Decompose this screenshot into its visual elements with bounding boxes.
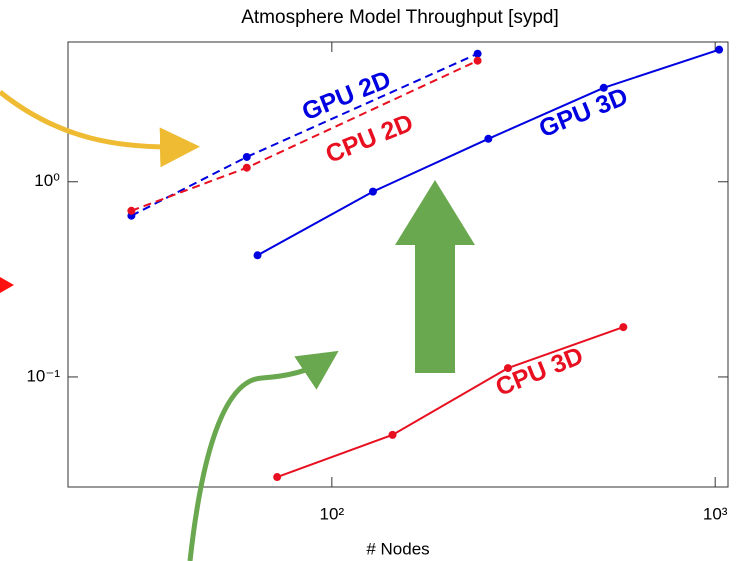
x-axis-label: # Nodes [366, 539, 429, 558]
series-label: CPU 3D [492, 342, 588, 402]
point [127, 206, 136, 215]
point [473, 49, 482, 58]
point [388, 430, 397, 439]
point [484, 134, 493, 143]
point [619, 323, 628, 332]
arrow [187, 350, 339, 561]
point [273, 473, 282, 482]
plot-frame [67, 41, 729, 488]
y-tick-label: 10⁻¹ [26, 366, 60, 385]
y-tick-label: 10⁰ [34, 171, 60, 190]
point [368, 187, 377, 196]
point [599, 83, 608, 92]
line [276, 326, 624, 478]
arrow [395, 180, 475, 373]
point [503, 364, 512, 373]
point [473, 56, 482, 65]
point [715, 45, 724, 54]
point [242, 163, 251, 172]
chart-title: Atmosphere Model Throughput [sypd] [241, 7, 559, 28]
x-tick-label: 10² [320, 504, 345, 523]
series-label: GPU 2D [298, 65, 395, 126]
arrow [0, 90, 200, 168]
point [253, 251, 262, 260]
series-label: GPU 3D [535, 82, 632, 143]
x-tick-label: 10³ [703, 504, 728, 523]
point [242, 152, 251, 161]
arrow [0, 277, 14, 293]
